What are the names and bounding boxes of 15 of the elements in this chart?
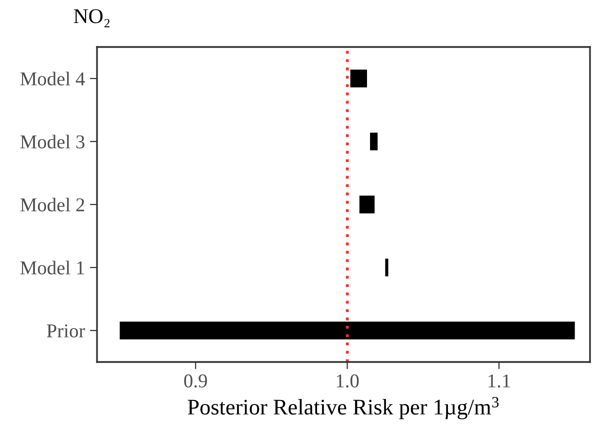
bar xyxy=(385,258,388,276)
y-tick-label: Model 2 xyxy=(20,198,84,212)
x-tick-label: 1.0 xyxy=(336,374,359,388)
bar xyxy=(359,196,375,214)
chart-title: NO₂ xyxy=(74,9,110,28)
x-axis-title: Posterior Relative Risk per 1µg/m$^{3}$ xyxy=(188,396,499,420)
bar xyxy=(370,132,378,150)
x-tick-label: 1.1 xyxy=(488,374,510,388)
bar xyxy=(120,322,575,340)
y-tick-label: Model 4 xyxy=(20,72,85,86)
y-tick-label: Model 1 xyxy=(20,260,84,274)
bar xyxy=(350,70,368,88)
y-tick-label: Prior xyxy=(46,324,86,338)
x-tick-label: 0.9 xyxy=(184,374,207,388)
y-tick-label: Model 3 xyxy=(20,134,84,148)
